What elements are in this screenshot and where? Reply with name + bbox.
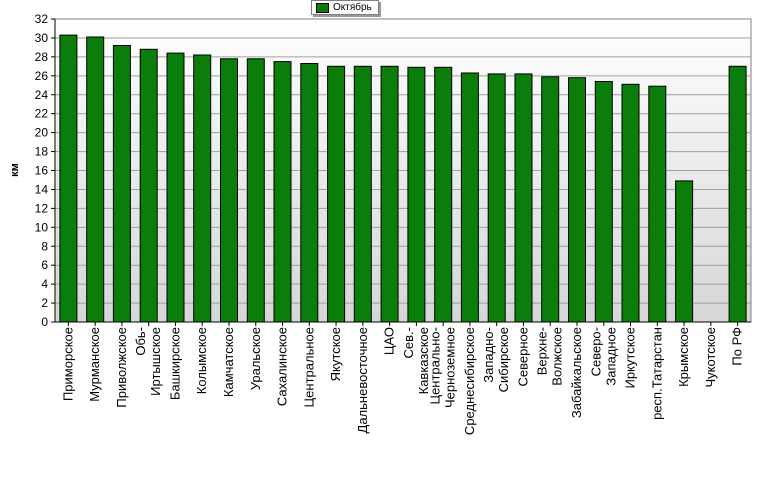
bar bbox=[460, 72, 479, 323]
y-tick-label: 32 bbox=[35, 12, 49, 26]
x-tick-label: Западно- bbox=[481, 327, 496, 383]
y-tick-label: 18 bbox=[35, 145, 49, 159]
bar bbox=[139, 48, 158, 323]
x-tick-label: Центральное bbox=[301, 327, 316, 407]
bar bbox=[621, 83, 640, 323]
bar bbox=[648, 85, 667, 323]
bar bbox=[86, 36, 105, 323]
y-tick-label: 28 bbox=[35, 50, 49, 64]
x-tick-label: Колымское bbox=[194, 327, 209, 394]
x-tick-label: Забайкальское bbox=[569, 327, 584, 418]
x-tick-label: Мурманское bbox=[87, 327, 102, 402]
bar bbox=[166, 52, 185, 323]
bars bbox=[59, 34, 747, 323]
bar bbox=[273, 61, 292, 323]
y-tick-label: 2 bbox=[41, 296, 48, 310]
y-tick-label: 22 bbox=[35, 107, 49, 121]
x-tick-label: Центрально- bbox=[428, 327, 443, 405]
x-tick-label: Крымское bbox=[676, 327, 691, 387]
x-tick-label: Сибирское bbox=[496, 327, 511, 392]
x-tick-label: Иртышское bbox=[148, 327, 163, 396]
x-tick-label: Кавказское bbox=[416, 327, 431, 394]
bar bbox=[353, 65, 372, 323]
bar bbox=[193, 54, 212, 323]
y-tick-label: 6 bbox=[41, 258, 48, 272]
bar bbox=[327, 65, 346, 323]
x-tick-label: Приволжское bbox=[114, 327, 129, 408]
y-tick-label: 30 bbox=[35, 31, 49, 45]
y-tick-label: 10 bbox=[35, 220, 49, 234]
bar bbox=[594, 81, 613, 323]
bar bbox=[300, 63, 319, 323]
x-tick-label: Северо- bbox=[588, 327, 603, 376]
y-tick-label: 26 bbox=[35, 69, 49, 83]
x-tick-label: Сахалинское bbox=[275, 327, 290, 406]
x-tick-label: Сев.- bbox=[401, 327, 416, 358]
y-tick-label: 20 bbox=[35, 126, 49, 140]
bar bbox=[59, 34, 78, 323]
y-tick-label: 16 bbox=[35, 164, 49, 178]
bar bbox=[407, 66, 426, 323]
x-tick-label: Чукотское bbox=[703, 327, 718, 388]
y-tick-label: 24 bbox=[35, 88, 49, 102]
y-axis-label: км bbox=[9, 163, 21, 177]
x-tick-label: Среднесибирское bbox=[462, 327, 477, 435]
x-tick-label: Иркутское bbox=[623, 327, 638, 389]
bar bbox=[380, 65, 399, 323]
bar bbox=[514, 73, 533, 323]
x-tick-label: респ.Татарстан bbox=[649, 327, 664, 420]
bar bbox=[487, 73, 506, 323]
x-tick-label: Камчатское bbox=[221, 327, 236, 397]
legend-label: Октябрь bbox=[333, 2, 372, 13]
y-tick-label: 12 bbox=[35, 201, 49, 215]
x-tick-label: Верхне- bbox=[535, 327, 550, 375]
legend: Октябрь bbox=[311, 0, 379, 15]
y-tick-label: 14 bbox=[35, 182, 49, 196]
bar bbox=[728, 65, 747, 323]
x-tick-label: Дальневосточное bbox=[355, 327, 370, 433]
y-tick-label: 8 bbox=[41, 239, 48, 253]
x-axis: Приморское Мурманское Приволжское Обь- Иртыш… bbox=[55, 321, 751, 435]
x-tick-label: ЦАО bbox=[382, 327, 397, 355]
bar bbox=[220, 58, 238, 323]
bar bbox=[112, 45, 131, 323]
y-tick-label: 4 bbox=[41, 277, 48, 291]
x-tick-label: По РФ bbox=[730, 327, 745, 366]
y-tick-label: 0 bbox=[41, 315, 48, 329]
x-tick-label: Якутское bbox=[328, 327, 343, 381]
x-tick-label: Волжское bbox=[550, 327, 565, 386]
legend-swatch bbox=[316, 2, 329, 13]
bar bbox=[568, 77, 586, 323]
bar bbox=[541, 76, 560, 323]
x-tick-label: Обь- bbox=[133, 327, 148, 356]
bar bbox=[675, 180, 694, 323]
bar bbox=[434, 66, 453, 323]
bar bbox=[246, 58, 265, 323]
x-tick-label: Северное bbox=[516, 327, 531, 386]
x-tick-label: Черноземное bbox=[443, 327, 458, 408]
x-tick-label: Башкирское bbox=[168, 327, 183, 400]
x-tick-label: Приморское bbox=[60, 327, 75, 401]
x-tick-label: Уральское bbox=[248, 327, 263, 390]
x-tick-label: Западное bbox=[603, 327, 618, 386]
